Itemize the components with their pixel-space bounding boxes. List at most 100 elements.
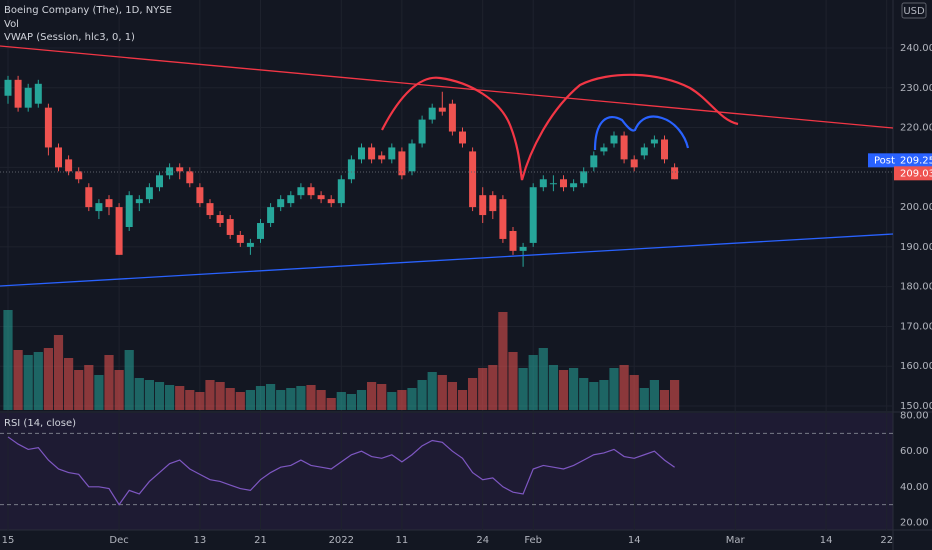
last-price: 209.03: [900, 168, 932, 179]
grid: [0, 0, 893, 530]
volume-bar: [124, 350, 134, 410]
x-tick-label: 11: [396, 535, 409, 546]
volume-bar: [367, 382, 377, 410]
volume-bar: [579, 378, 589, 410]
volume-bar: [528, 355, 538, 410]
candle-body: [65, 159, 73, 172]
x-tick-label: 2022: [329, 535, 354, 546]
volume-bar: [468, 378, 478, 410]
axes: 150.00160.00170.00180.00190.00200.00210.…: [2, 43, 932, 546]
volume-bar: [589, 382, 599, 410]
y-tick-label: 180.00: [900, 282, 932, 293]
volume-bar: [134, 378, 144, 410]
x-tick-label: 14: [628, 535, 641, 546]
candle-body: [186, 171, 194, 184]
candle-body: [176, 167, 184, 172]
currency[interactable]: USD: [903, 6, 925, 17]
volume-bar: [235, 392, 245, 410]
candle-body: [156, 175, 163, 188]
y-tick-label: 240.00: [900, 43, 932, 54]
volume-bar: [437, 375, 447, 410]
candle-body: [671, 167, 679, 180]
volume-bar: [43, 348, 53, 410]
candle-body: [438, 107, 446, 112]
candle-body: [549, 183, 557, 185]
candle-body: [398, 151, 406, 176]
volume-bar: [306, 385, 316, 410]
candle-body: [590, 155, 598, 168]
y-tick-label: 200.00: [900, 202, 932, 213]
volume-bar: [84, 365, 94, 410]
x-tick-label: 22: [880, 535, 893, 546]
chart-title: Boeing Company (The), 1D, NYSE: [4, 5, 172, 16]
candle-body: [408, 143, 416, 172]
rsi-pane: [0, 413, 893, 530]
candle-body: [4, 79, 12, 96]
volume-bar: [518, 368, 528, 410]
volume-bar: [538, 348, 548, 410]
candle-body: [196, 187, 204, 204]
candle-body: [600, 147, 608, 152]
candle-body: [368, 147, 376, 160]
candle-body: [317, 195, 325, 200]
volume-bar: [165, 385, 175, 410]
candle-body: [479, 195, 487, 216]
x-tick-label: 14: [820, 535, 833, 546]
y-tick-label: 230.00: [900, 83, 932, 94]
candle-body: [216, 215, 224, 224]
candle-body: [105, 199, 113, 208]
candle-body: [519, 246, 527, 251]
candle-body: [661, 139, 668, 160]
volume-bar: [23, 355, 33, 410]
volume-bar: [245, 390, 255, 410]
candle-body: [206, 203, 214, 216]
volume-bar: [346, 394, 356, 410]
candle-body: [44, 107, 52, 148]
rsi-tick-label: 40.00: [900, 482, 929, 493]
candle-body: [580, 171, 588, 184]
candle-body: [125, 195, 133, 227]
x-tick-label: Feb: [524, 535, 542, 546]
volume-bar: [498, 312, 508, 410]
candle-body: [388, 147, 396, 160]
rsi-tick-label: 20.00: [900, 517, 929, 528]
candle-body: [75, 171, 83, 180]
volume-bar: [417, 380, 427, 410]
rsi-line: [7, 436, 675, 506]
rsi-tick-label: 80.00: [900, 411, 929, 422]
candle-body: [145, 187, 153, 200]
candle-body: [630, 159, 638, 168]
volume-bar: [356, 390, 367, 410]
volume-bar: [478, 368, 488, 410]
candle-body: [277, 199, 285, 208]
volume-bar: [558, 370, 569, 410]
volume-bar: [629, 375, 639, 410]
y-tick-label: 190.00: [900, 242, 932, 253]
volume-bar: [215, 382, 225, 410]
volume-bar: [457, 390, 468, 410]
candle-body: [347, 159, 355, 180]
candle-body: [257, 223, 264, 239]
candle-body: [489, 195, 497, 212]
volume-bar: [175, 386, 185, 410]
volume-bar: [296, 386, 306, 410]
candle-body: [610, 135, 618, 144]
x-tick-label: 13: [194, 535, 207, 546]
candle-body: [226, 219, 234, 235]
candle-body: [620, 135, 628, 160]
candle-body: [85, 187, 93, 208]
support-trendline: [0, 233, 894, 287]
volume-bar: [205, 380, 215, 410]
candle-body: [337, 179, 345, 204]
volume-bar: [13, 350, 23, 410]
volume-bar: [397, 390, 407, 410]
candle-body: [166, 167, 174, 176]
currency-box[interactable]: [901, 2, 927, 19]
candle-body: [95, 203, 103, 212]
volume-bar: [255, 386, 266, 410]
candle-body: [428, 107, 436, 120]
candle-body: [539, 179, 547, 188]
candle-body: [418, 119, 426, 144]
candle-body: [14, 79, 22, 108]
